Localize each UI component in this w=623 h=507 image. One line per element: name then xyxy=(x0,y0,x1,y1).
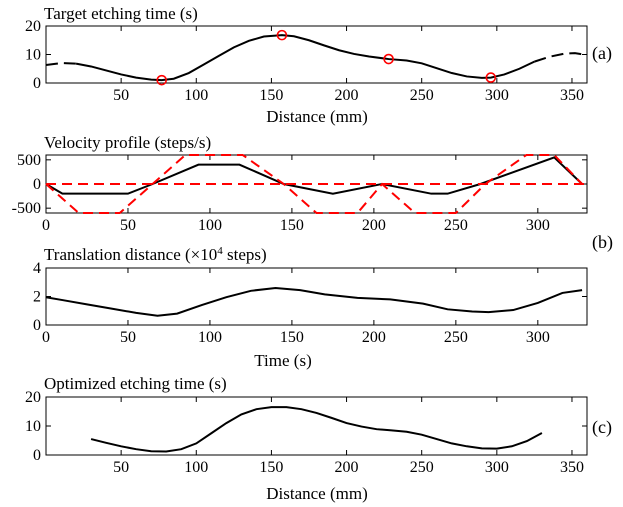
x-tick-label: 50 xyxy=(120,217,136,234)
series-extrapolated-line xyxy=(534,52,588,63)
translation-distance-line xyxy=(45,286,583,317)
x-tick-label: 200 xyxy=(362,217,386,234)
panel-a-xlabel: Distance (mm) xyxy=(266,107,368,126)
x-tick-label: 100 xyxy=(198,217,222,234)
series-line xyxy=(75,34,535,82)
axes-frame xyxy=(45,267,588,326)
panel-b-title: Velocity profile (steps/s) xyxy=(44,133,211,152)
x-tick-label: 300 xyxy=(526,329,550,346)
y-tick-label: 10 xyxy=(25,47,41,64)
panel-b2-title: Translation distance (×104 steps) xyxy=(44,245,267,264)
velocity-limit-envelope-line xyxy=(45,154,583,214)
x-tick-label: 100 xyxy=(184,459,208,476)
y-tick-label: -500 xyxy=(12,200,41,217)
x-tick-label: 200 xyxy=(335,87,359,104)
x-tick-label: 300 xyxy=(485,87,509,104)
target-point-marker xyxy=(485,72,497,83)
velocity-line xyxy=(45,156,583,195)
x-tick-label: 0 xyxy=(42,329,50,346)
x-tick-label: 150 xyxy=(280,217,304,234)
y-tick-label: 20 xyxy=(25,18,41,35)
x-tick-label: 100 xyxy=(198,329,222,346)
x-tick-label: 150 xyxy=(259,87,283,104)
panel-c-label: (c) xyxy=(592,417,612,438)
optimized-etching-time-line xyxy=(90,406,543,453)
x-tick-label: 250 xyxy=(410,459,434,476)
panel-b: Velocity profile (steps/s) (b) 0 50 100 150… xyxy=(12,133,613,253)
y-tick-label: 0 xyxy=(33,75,41,92)
x-tick-label: 350 xyxy=(560,459,584,476)
target-point-marker xyxy=(156,74,168,86)
x-tick-label: 150 xyxy=(280,329,304,346)
y-tick-label: 2 xyxy=(33,289,41,306)
panel-c: Optimized etching time (s) Distance (mm)… xyxy=(25,374,612,503)
x-tick-label: 300 xyxy=(485,459,509,476)
x-tick-label: 250 xyxy=(444,329,468,346)
x-tick-label: 100 xyxy=(184,87,208,104)
target-point-marker xyxy=(276,29,288,41)
panel-c-title: Optimized etching time (s) xyxy=(44,374,227,393)
x-tick-label: 300 xyxy=(526,217,550,234)
x-tick-label: 250 xyxy=(444,217,468,234)
x-tick-label: 200 xyxy=(335,459,359,476)
y-tick-label: 0 xyxy=(33,447,41,464)
series-extrapolated-line xyxy=(45,62,77,67)
y-tick-label: 0 xyxy=(33,317,41,334)
y-tick-label: 500 xyxy=(17,152,41,169)
x-tick-label: 150 xyxy=(259,459,283,476)
x-tick-label: 0 xyxy=(42,217,50,234)
x-tick-label: 50 xyxy=(113,87,129,104)
target-point-marker xyxy=(383,53,394,65)
panel-c-xlabel: Distance (mm) xyxy=(266,484,368,503)
y-tick-label: 0 xyxy=(33,176,41,193)
x-tick-label: 50 xyxy=(113,459,129,476)
panel-b2: Translation distance (×104 steps) Time (… xyxy=(33,245,588,370)
y-tick-label: 4 xyxy=(33,260,41,277)
panel-b2-xlabel: Time (s) xyxy=(254,351,311,370)
y-tick-label: 20 xyxy=(25,389,41,406)
x-tick-label: 250 xyxy=(410,87,434,104)
panel-a: Target etching time (s) Distance (mm) (a… xyxy=(25,4,612,126)
panel-b-label: (b) xyxy=(592,232,613,253)
y-tick-label: 10 xyxy=(25,418,41,435)
panel-a-label: (a) xyxy=(592,43,612,64)
x-tick-label: 350 xyxy=(560,87,584,104)
x-tick-label: 50 xyxy=(120,329,136,346)
x-tick-label: 200 xyxy=(362,329,386,346)
panel-a-title: Target etching time (s) xyxy=(44,4,198,23)
